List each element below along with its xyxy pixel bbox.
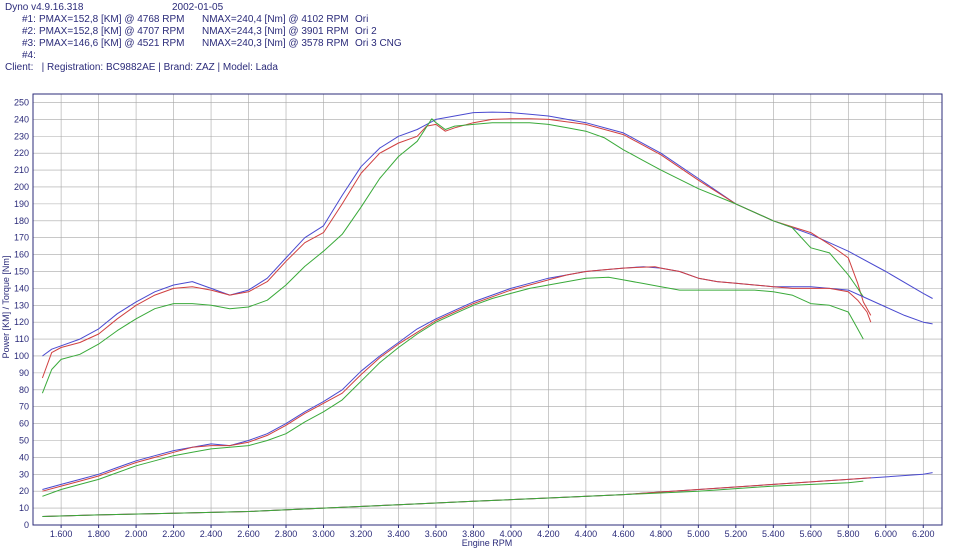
y-tick-label: 30 xyxy=(19,469,29,479)
y-tick-label: 80 xyxy=(19,385,29,395)
x-tick-label: 5.600 xyxy=(800,529,823,539)
y-tick-label: 130 xyxy=(14,300,29,310)
y-tick-label: 230 xyxy=(14,131,29,141)
x-tick-label: 4.200 xyxy=(537,529,560,539)
x-tick-label: 4.400 xyxy=(575,529,598,539)
y-tick-label: 60 xyxy=(19,419,29,429)
run-3-pmax: PMAX=146,6 [KM] @ 4521 RPM xyxy=(39,38,185,49)
chart-grid xyxy=(33,94,942,526)
x-tick-label: 6.200 xyxy=(912,529,935,539)
series-line-power-ori-3-cng xyxy=(42,276,864,497)
x-tick-label: 4.600 xyxy=(612,529,635,539)
x-tick-label: 1.600 xyxy=(50,529,73,539)
y-tick-label: 180 xyxy=(14,216,29,226)
x-tick-label: 3.600 xyxy=(425,529,448,539)
x-tick-label: 2.200 xyxy=(162,529,185,539)
x-tick-label: 1.800 xyxy=(87,529,110,539)
run-1-pmax: PMAX=152,8 [KM] @ 4768 RPM xyxy=(39,14,185,25)
y-tick-label: 70 xyxy=(19,402,29,412)
y-tick-label: 160 xyxy=(14,250,29,260)
series-line-torque-ori-2 xyxy=(42,111,933,357)
x-tick-label: 2.400 xyxy=(200,529,223,539)
x-tick-label: 5.400 xyxy=(762,529,785,539)
x-tick-label: 2.600 xyxy=(237,529,260,539)
y-axis-ticks: 0 10 20 30 40 50 60 70 80 90 100 110 120 130 140 150 160… xyxy=(14,97,29,530)
run-3-nmax: NMAX=240,3 [Nm] @ 3578 RPM xyxy=(202,38,349,49)
report-date: 2002-01-05 xyxy=(172,2,224,13)
series-line-torque-ori-3-cng xyxy=(41,118,864,394)
x-tick-label: 5.000 xyxy=(687,529,710,539)
client-info: Client: | Registration: BC9882AE | Brand… xyxy=(5,62,278,73)
x-axis-label: Engine RPM xyxy=(462,538,513,548)
run-2-nmax: NMAX=244,3 [Nm] @ 3901 RPM xyxy=(202,26,349,37)
app-version: Dyno v4.9.16.318 xyxy=(5,2,84,13)
y-tick-label: 220 xyxy=(14,148,29,158)
x-tick-label: 3.400 xyxy=(387,529,410,539)
y-tick-label: 0 xyxy=(24,520,29,530)
series-line-loss-ori xyxy=(42,477,871,517)
series-line-power-ori xyxy=(42,266,872,492)
y-tick-label: 50 xyxy=(19,435,29,445)
y-tick-label: 200 xyxy=(14,182,29,192)
y-tick-label: 240 xyxy=(14,114,29,124)
y-tick-label: 110 xyxy=(15,334,29,344)
run-2-pmax: PMAX=152,8 [KM] @ 4707 RPM xyxy=(39,26,185,37)
y-tick-label: 100 xyxy=(14,351,29,361)
run-2-name: Ori 2 xyxy=(355,26,377,37)
x-tick-label: 5.200 xyxy=(725,529,748,539)
run-1-nmax: NMAX=240,4 [Nm] @ 4102 RPM xyxy=(202,14,349,25)
y-tick-label: 150 xyxy=(14,266,29,276)
y-tick-label: 10 xyxy=(19,503,29,513)
y-tick-label: 190 xyxy=(14,199,29,209)
y-axis-label: Power [KM] / Torque [Nm] xyxy=(1,256,11,359)
y-tick-label: 210 xyxy=(14,165,29,175)
series-line-loss-ori-3-cng xyxy=(42,480,864,517)
run-4-id: #4: xyxy=(22,50,36,61)
run-3-name: Ori 3 CNG xyxy=(355,38,402,49)
x-tick-label: 3.000 xyxy=(312,529,335,539)
run-3-id: #3: xyxy=(22,38,36,49)
run-2-id: #2: xyxy=(22,26,36,37)
plot-lines xyxy=(41,111,933,517)
series-line-loss-ori-2 xyxy=(42,472,933,517)
run-1-name: Ori xyxy=(355,14,369,25)
x-tick-label: 3.800 xyxy=(462,529,485,539)
x-tick-label: 6.000 xyxy=(875,529,898,539)
y-tick-label: 40 xyxy=(19,452,29,462)
y-tick-label: 170 xyxy=(14,233,29,243)
x-tick-label: 4.000 xyxy=(500,529,523,539)
y-tick-label: 250 xyxy=(14,97,29,107)
plot-frame xyxy=(32,93,943,526)
y-tick-label: 20 xyxy=(19,486,29,496)
run-1-id: #1: xyxy=(22,14,36,25)
y-tick-label: 90 xyxy=(19,368,29,378)
y-tick-label: 140 xyxy=(14,283,29,293)
x-tick-label: 5.800 xyxy=(837,529,860,539)
y-tick-label: 120 xyxy=(14,317,29,327)
x-axis-ticks: 1.600 1.800 2.000 2.200 2.400 2.600 2.800 3.000… xyxy=(50,525,935,539)
x-tick-label: 4.800 xyxy=(650,529,673,539)
x-tick-label: 3.200 xyxy=(350,529,373,539)
x-tick-label: 2.000 xyxy=(125,529,148,539)
x-tick-label: 2.800 xyxy=(275,529,298,539)
